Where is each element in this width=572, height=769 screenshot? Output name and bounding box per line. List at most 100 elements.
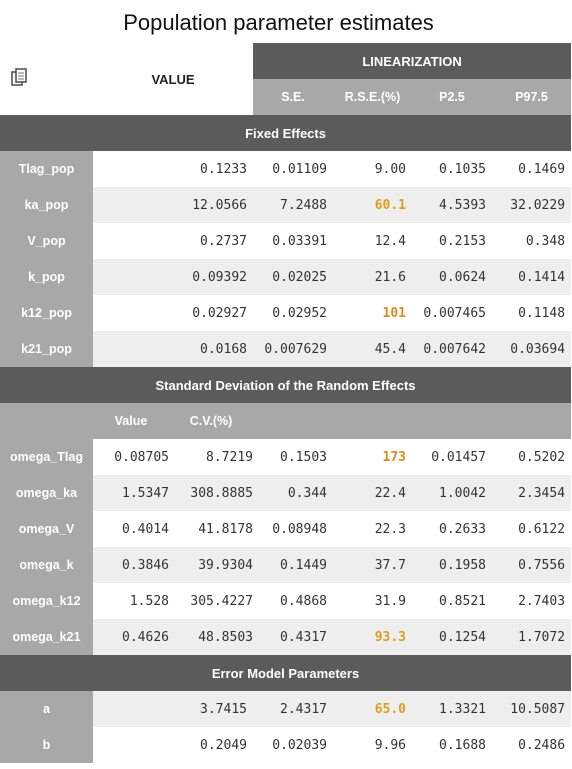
param-p975: 0.2486 bbox=[492, 727, 572, 763]
table-row: V_pop 0.2737 0.03391 12.4 0.2153 0.348 bbox=[0, 223, 572, 259]
param-se: 0.4317 bbox=[253, 619, 333, 655]
table-row: k12_pop 0.02927 0.02952 101 0.007465 0.1148 bbox=[0, 295, 572, 331]
param-p975: 0.03694 bbox=[492, 331, 572, 367]
page-title: Population parameter estimates bbox=[123, 10, 434, 35]
param-name: V_pop bbox=[0, 223, 93, 259]
param-p975: 0.6122 bbox=[492, 511, 572, 547]
param-se: 0.02952 bbox=[253, 295, 333, 331]
table-row: a 3.7415 2.4317 65.0 1.3321 10.5087 bbox=[0, 691, 572, 727]
param-p25: 0.1254 bbox=[412, 619, 492, 655]
param-p25: 0.0624 bbox=[412, 259, 492, 295]
param-value: 0.0168 bbox=[93, 331, 253, 367]
copy-cell bbox=[0, 43, 93, 115]
param-se: 0.01109 bbox=[253, 151, 333, 187]
fixed-effects-section-title: Fixed Effects bbox=[0, 115, 572, 151]
param-name: k12_pop bbox=[0, 295, 93, 331]
param-value: 0.1233 bbox=[93, 151, 253, 187]
param-value: 0.2737 bbox=[93, 223, 253, 259]
copy-icon[interactable] bbox=[11, 68, 29, 88]
param-p25: 0.01457 bbox=[412, 439, 492, 475]
param-name: omega_k21 bbox=[0, 619, 93, 655]
param-p25: 0.2153 bbox=[412, 223, 492, 259]
subheader-blank bbox=[333, 403, 412, 439]
param-cv: 305.4227 bbox=[190, 593, 253, 609]
param-p975: 0.348 bbox=[492, 223, 572, 259]
table-row: ka_pop 12.0566 7.2488 60.1 4.5393 32.0229 bbox=[0, 187, 572, 223]
param-value: 0.02927 bbox=[93, 295, 253, 331]
param-p25: 0.1035 bbox=[412, 151, 492, 187]
param-value-cv: 0.4626 48.8503 bbox=[93, 619, 253, 655]
param-se: 0.08948 bbox=[253, 511, 333, 547]
subheader-value-cv: Value C.V.(%) bbox=[93, 403, 253, 439]
param-name: omega_ka bbox=[0, 475, 93, 511]
subheader-blank bbox=[0, 403, 93, 439]
param-name: omega_k bbox=[0, 547, 93, 583]
param-se: 0.4868 bbox=[253, 583, 333, 619]
param-name: omega_k12 bbox=[0, 583, 93, 619]
rse-header: R.S.E.(%) bbox=[333, 79, 412, 115]
param-cv: 39.9304 bbox=[198, 557, 253, 573]
error-model-section-title: Error Model Parameters bbox=[0, 655, 572, 691]
param-value-cv: 1.5347 308.8885 bbox=[93, 475, 253, 511]
param-se: 2.4317 bbox=[253, 691, 333, 727]
table-row: k21_pop 0.0168 0.007629 45.4 0.007642 0.03694 bbox=[0, 331, 572, 367]
subheader-blank bbox=[253, 403, 333, 439]
error-model-section: Error Model Parameters bbox=[0, 655, 572, 691]
param-name: omega_Tlag bbox=[0, 439, 93, 475]
param-p975: 0.5202 bbox=[492, 439, 572, 475]
param-se: 0.02039 bbox=[253, 727, 333, 763]
param-name: k21_pop bbox=[0, 331, 93, 367]
param-rse: 12.4 bbox=[333, 223, 412, 259]
param-se: 0.03391 bbox=[253, 223, 333, 259]
random-effects-section-title: Standard Deviation of the Random Effects bbox=[0, 367, 572, 403]
table-row: omega_k12 1.528 305.4227 0.4868 31.9 0.8521 2.… bbox=[0, 583, 572, 619]
param-p975: 32.0229 bbox=[492, 187, 572, 223]
param-p975: 10.5087 bbox=[492, 691, 572, 727]
linearization-header: LINEARIZATION bbox=[253, 43, 572, 79]
param-value-cv: 0.08705 8.7219 bbox=[93, 439, 253, 475]
param-p975: 2.3454 bbox=[492, 475, 572, 511]
param-se: 7.2488 bbox=[253, 187, 333, 223]
param-value-cv: 1.528 305.4227 bbox=[93, 583, 253, 619]
param-value: 0.4626 bbox=[122, 629, 169, 645]
param-value: 1.528 bbox=[129, 593, 169, 609]
param-p25: 1.0042 bbox=[412, 475, 492, 511]
table-row: omega_k 0.3846 39.9304 0.1449 37.7 0.1958 0.75… bbox=[0, 547, 572, 583]
value-header: VALUE bbox=[93, 43, 253, 115]
param-rse: 65.0 bbox=[333, 691, 412, 727]
param-rse: 31.9 bbox=[333, 583, 412, 619]
param-rse: 9.00 bbox=[333, 151, 412, 187]
param-cv: 8.7219 bbox=[206, 449, 253, 465]
param-cv: 41.8178 bbox=[198, 521, 253, 537]
param-name: Tlag_pop bbox=[0, 151, 93, 187]
fixed-effects-section: Fixed Effects bbox=[0, 115, 572, 151]
param-rse: 45.4 bbox=[333, 331, 412, 367]
param-rse: 22.3 bbox=[333, 511, 412, 547]
param-value: 0.3846 bbox=[122, 557, 169, 573]
param-value-cv: 0.3846 39.9304 bbox=[93, 547, 253, 583]
param-value: 3.7415 bbox=[93, 691, 253, 727]
cv-col-label: C.V.(%) bbox=[189, 414, 233, 428]
param-rse: 101 bbox=[333, 295, 412, 331]
param-p25: 0.1958 bbox=[412, 547, 492, 583]
param-rse: 93.3 bbox=[333, 619, 412, 655]
param-se: 0.1449 bbox=[253, 547, 333, 583]
param-rse: 21.6 bbox=[333, 259, 412, 295]
param-p975: 1.7072 bbox=[492, 619, 572, 655]
param-cv: 48.8503 bbox=[198, 629, 253, 645]
param-cv: 308.8885 bbox=[190, 485, 253, 501]
param-name: k_pop bbox=[0, 259, 93, 295]
table-row: Tlag_pop 0.1233 0.01109 9.00 0.1035 0.1469 bbox=[0, 151, 572, 187]
param-rse: 173 bbox=[333, 439, 412, 475]
param-p975: 2.7403 bbox=[492, 583, 572, 619]
value-col-label: Value bbox=[114, 414, 148, 428]
param-rse: 9.96 bbox=[333, 727, 412, 763]
param-p25: 0.8521 bbox=[412, 583, 492, 619]
param-se: 0.02025 bbox=[253, 259, 333, 295]
param-value: 0.08705 bbox=[114, 449, 169, 465]
param-p25: 1.3321 bbox=[412, 691, 492, 727]
param-p25: 4.5393 bbox=[412, 187, 492, 223]
param-value: 12.0566 bbox=[93, 187, 253, 223]
param-p975: 0.7556 bbox=[492, 547, 572, 583]
param-p25: 0.1688 bbox=[412, 727, 492, 763]
